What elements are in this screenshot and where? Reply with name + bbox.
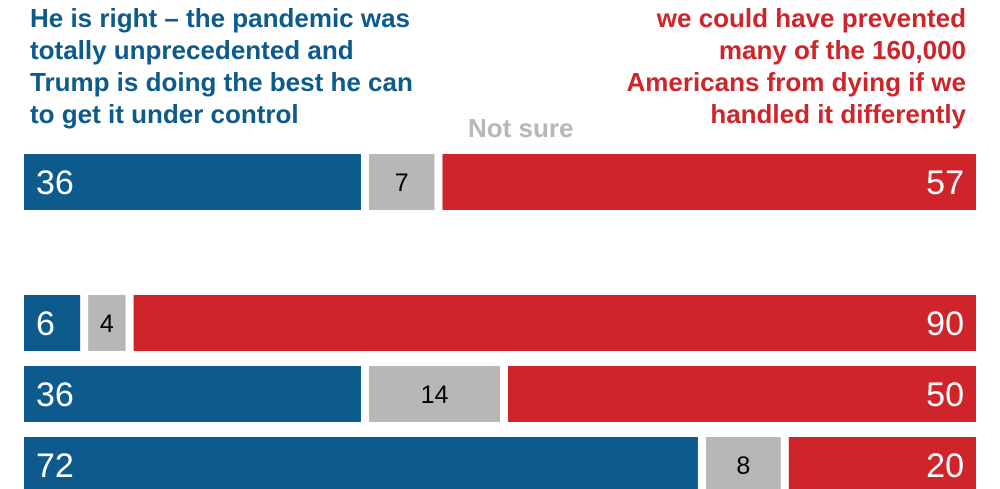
bar-segment-left (24, 366, 361, 422)
left-response-label: He is right – the pandemic was totally u… (30, 2, 460, 130)
data-label-left: 72 (36, 447, 74, 485)
left-label-line: Trump is doing the best he can (30, 67, 413, 97)
left-label-line: to get it under control (30, 99, 299, 129)
data-label-not-sure: 8 (736, 452, 750, 480)
data-label-right: 20 (926, 447, 964, 485)
data-label-not-sure: 4 (100, 310, 114, 338)
bar-segment-not-sure (705, 437, 781, 489)
left-label-line: He is right – the pandemic was (30, 3, 410, 33)
data-label-left: 6 (36, 305, 55, 343)
right-label-line: handled it differently (710, 99, 966, 129)
bar-segment-not-sure (368, 154, 435, 210)
bar-segment-not-sure (88, 295, 126, 351)
right-label-line: we could have prevented (656, 3, 966, 33)
bar-segment-not-sure (368, 366, 500, 422)
bar-segment-left (24, 154, 361, 210)
bar-segment-right (508, 366, 976, 422)
left-label-line: totally unprecedented and (30, 35, 354, 65)
data-label-right: 50 (926, 376, 964, 414)
not-sure-label: Not sure (468, 113, 574, 143)
data-label-left: 36 (36, 376, 74, 414)
data-label-left: 36 (36, 164, 74, 202)
right-label-line: Americans from dying if we (626, 67, 966, 97)
bar-row: 6 4 90 (24, 295, 977, 351)
bar-segment-left (24, 295, 81, 351)
bar-segment-right (788, 437, 976, 489)
bar-segment-right (133, 295, 977, 351)
bar-row: 72 8 20 (24, 437, 976, 489)
bar-row: 36 7 57 (24, 154, 977, 210)
bar-row: 36 14 50 (24, 366, 976, 422)
data-label-right: 57 (926, 164, 964, 202)
data-label-not-sure: 14 (421, 381, 449, 409)
right-response-label: we could have prevented many of the 160,… (566, 2, 966, 130)
bar-segment-left (24, 437, 698, 489)
data-label-right: 90 (926, 305, 964, 343)
data-label-not-sure: 7 (395, 169, 409, 197)
bar-segment-right (442, 154, 977, 210)
right-label-line: many of the 160,000 (718, 35, 966, 65)
